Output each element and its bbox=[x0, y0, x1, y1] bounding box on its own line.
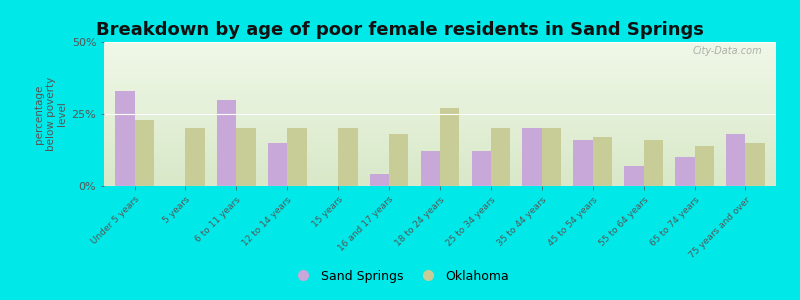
Text: City-Data.com: City-Data.com bbox=[693, 46, 762, 56]
Bar bbox=[644, 140, 663, 186]
Bar bbox=[134, 120, 154, 186]
Bar bbox=[542, 128, 561, 186]
Bar bbox=[440, 108, 459, 186]
Bar bbox=[491, 128, 510, 186]
Bar bbox=[268, 143, 287, 186]
Bar bbox=[421, 152, 440, 186]
Text: Breakdown by age of poor female residents in Sand Springs: Breakdown by age of poor female resident… bbox=[96, 21, 704, 39]
Legend: Sand Springs, Oklahoma: Sand Springs, Oklahoma bbox=[286, 265, 514, 288]
Bar bbox=[574, 140, 593, 186]
Bar bbox=[186, 128, 205, 186]
Bar bbox=[389, 134, 409, 186]
Bar bbox=[746, 143, 765, 186]
Bar bbox=[217, 100, 236, 186]
Bar bbox=[287, 128, 306, 186]
Bar bbox=[236, 128, 256, 186]
Bar bbox=[522, 128, 542, 186]
Bar bbox=[338, 128, 358, 186]
Bar bbox=[675, 157, 694, 186]
Bar bbox=[694, 146, 714, 186]
Bar bbox=[593, 137, 612, 186]
Bar bbox=[624, 166, 644, 186]
Bar bbox=[471, 152, 491, 186]
Bar bbox=[726, 134, 746, 186]
Bar bbox=[115, 91, 134, 186]
Y-axis label: percentage
below poverty
level: percentage below poverty level bbox=[34, 77, 67, 151]
Bar bbox=[370, 175, 389, 186]
